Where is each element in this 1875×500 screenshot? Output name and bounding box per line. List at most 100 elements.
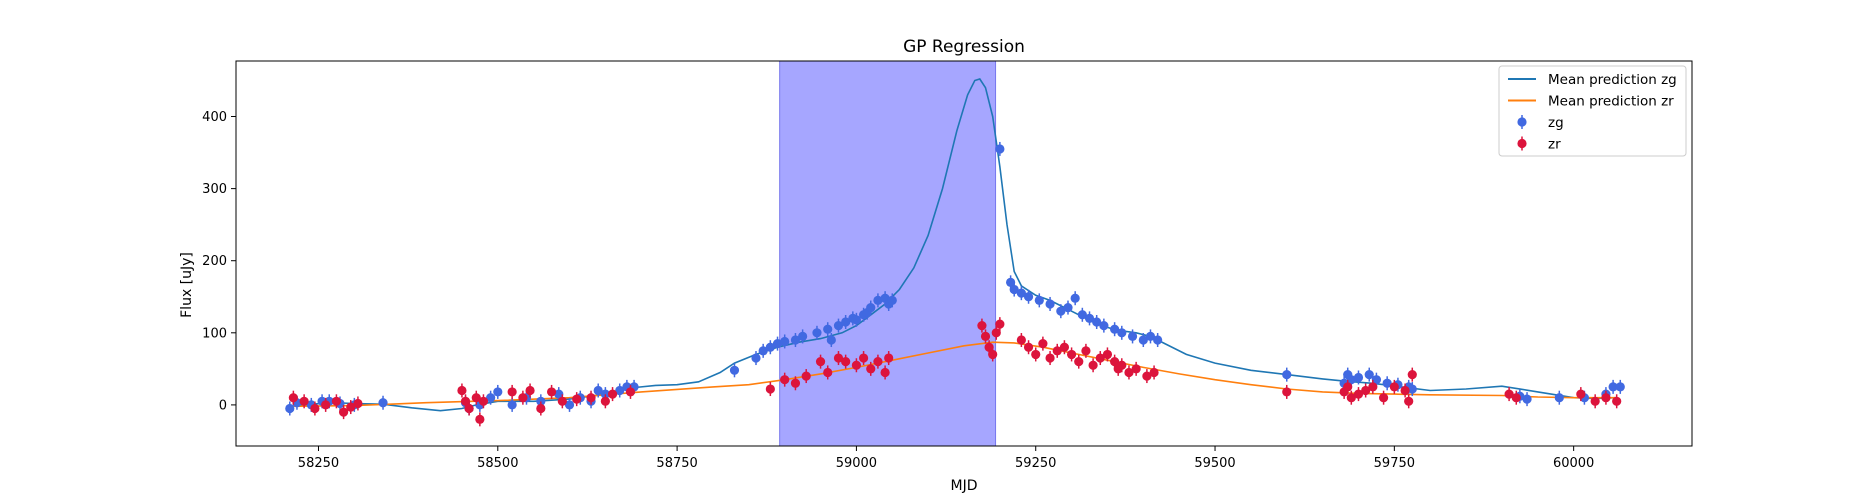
chart-title: GP Regression — [903, 37, 1025, 57]
x-axis-label: MJD — [951, 478, 978, 494]
data-point — [1364, 370, 1374, 380]
data-point — [464, 403, 474, 414]
legend-label: zr — [1548, 137, 1561, 153]
legend-label: zg — [1548, 115, 1564, 131]
plot-frame — [235, 60, 1693, 447]
data-point — [1554, 393, 1564, 403]
y-tick-label: 200 — [202, 254, 227, 269]
data-point — [1095, 353, 1105, 363]
y-axis-label: Flux [uJy] — [179, 252, 195, 318]
data-point — [995, 319, 1005, 329]
data-point — [615, 385, 625, 396]
data-point — [1059, 342, 1070, 352]
data-point — [1361, 385, 1371, 396]
legend: Mean prediction zg Mean prediction zr zg zr — [1498, 65, 1687, 157]
y-tick-label: 300 — [202, 182, 227, 197]
data-point — [507, 387, 517, 397]
data-point — [1590, 396, 1600, 406]
x-tick-label: 59000 — [836, 456, 877, 471]
data-point — [1615, 382, 1625, 392]
data-point — [378, 398, 388, 408]
data-point — [851, 360, 862, 370]
series-points-2 — [288, 317, 1622, 427]
data-point — [572, 394, 582, 404]
data-point — [1110, 324, 1120, 334]
data-point — [478, 396, 489, 406]
data-point — [1124, 367, 1134, 378]
data-point — [1016, 288, 1026, 298]
data-point — [858, 353, 869, 363]
plot-area: 58250 58500 58750 59000 59250 59500 59750 60000… — [202, 60, 1693, 471]
data-point — [557, 396, 567, 406]
data-point — [1084, 313, 1095, 323]
data-point — [790, 335, 801, 345]
data-point — [1353, 372, 1364, 383]
data-point — [1092, 317, 1102, 327]
data-point — [1023, 342, 1034, 352]
data-point — [1511, 393, 1521, 403]
data-point — [1131, 364, 1141, 374]
data-point — [841, 317, 851, 327]
legend-label: Mean prediction zg — [1548, 72, 1677, 88]
data-point — [823, 324, 833, 334]
data-point — [1346, 375, 1356, 385]
data-point — [525, 385, 535, 396]
data-point — [331, 396, 342, 406]
legend-entry: Mean prediction zg — [1508, 72, 1677, 88]
data-point — [980, 331, 991, 342]
data-point — [887, 295, 897, 305]
data-point — [1407, 384, 1417, 394]
data-point — [851, 315, 862, 325]
data-point — [493, 387, 503, 397]
data-point — [460, 396, 471, 406]
data-point — [1006, 277, 1016, 287]
data-point — [593, 385, 603, 396]
data-point — [586, 393, 596, 403]
data-point — [299, 396, 309, 406]
data-point — [346, 402, 356, 412]
data-point — [826, 335, 836, 345]
data-point — [801, 371, 811, 381]
data-point — [310, 403, 320, 414]
data-point — [765, 384, 775, 394]
legend-box — [1498, 65, 1687, 157]
x-tick-label: 58250 — [298, 456, 339, 471]
data-point — [285, 403, 295, 414]
data-point — [1145, 331, 1156, 342]
data-point — [1282, 370, 1292, 380]
data-point — [1153, 335, 1163, 345]
data-point — [475, 414, 485, 424]
x-tick-label: 58500 — [477, 456, 518, 471]
data-point — [1504, 389, 1514, 399]
data-point — [1009, 284, 1019, 295]
data-point — [1378, 393, 1389, 403]
data-point — [288, 393, 298, 403]
data-point — [1077, 310, 1087, 320]
data-point — [625, 387, 636, 397]
data-point — [1056, 306, 1066, 316]
data-point — [1016, 335, 1026, 345]
data-point — [600, 389, 610, 399]
data-point — [772, 339, 783, 349]
data-point — [884, 353, 894, 363]
data-point — [1353, 389, 1364, 399]
data-point — [507, 400, 517, 410]
data-point — [1149, 367, 1159, 378]
data-point — [873, 357, 883, 367]
data-point — [321, 400, 331, 410]
data-point — [1099, 320, 1109, 331]
data-point — [1074, 357, 1084, 367]
data-point — [607, 389, 618, 399]
data-point — [457, 385, 467, 396]
data-point — [353, 398, 363, 409]
data-point — [1368, 382, 1378, 392]
data-point — [1038, 339, 1048, 349]
data-point — [1034, 295, 1044, 305]
data-point — [1023, 292, 1034, 302]
data-point — [780, 375, 790, 385]
data-point — [1389, 382, 1399, 392]
data-point — [1612, 396, 1622, 406]
data-point — [841, 357, 851, 367]
data-point — [995, 144, 1005, 154]
